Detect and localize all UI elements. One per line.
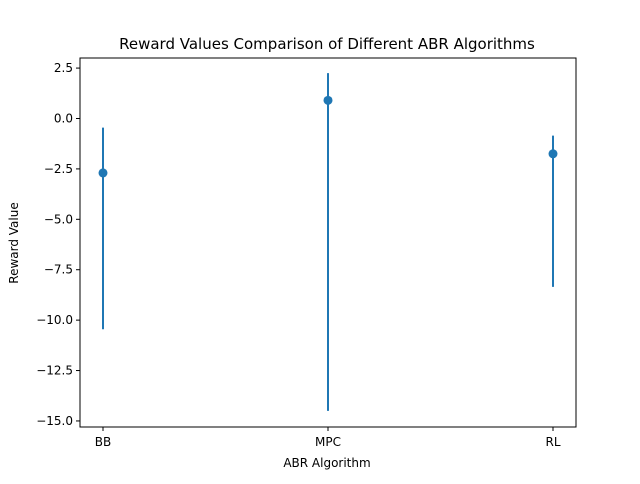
y-tick-label: −7.5 [44, 263, 73, 277]
chart-title: Reward Values Comparison of Different AB… [119, 35, 535, 53]
x-tick-label: MPC [315, 435, 341, 449]
x-tick-label: RL [545, 435, 560, 449]
x-tick-label: BB [95, 435, 111, 449]
y-tick-label: −12.5 [36, 364, 73, 378]
y-tick-label: −10.0 [36, 313, 73, 327]
plot-area [98, 73, 558, 411]
x-axis-label: ABR Algorithm [283, 456, 370, 470]
data-point-mpc [323, 95, 333, 105]
y-axis-label: Reward Value [7, 202, 21, 283]
y-tick-label: 0.0 [54, 111, 73, 125]
data-point-rl [548, 149, 558, 159]
x-axis-ticks: BB MPC RL [95, 427, 561, 449]
y-axis-ticks: 2.5 0.0 −2.5 −5.0 −7.5 −10.0 −12.5 −15.0 [36, 61, 80, 428]
data-point-bb [98, 168, 108, 178]
y-tick-label: 2.5 [54, 61, 73, 75]
y-tick-label: −15.0 [36, 414, 73, 428]
y-tick-label: −5.0 [44, 212, 73, 226]
axes-frame [79, 57, 577, 428]
y-tick-label: −2.5 [44, 162, 73, 176]
